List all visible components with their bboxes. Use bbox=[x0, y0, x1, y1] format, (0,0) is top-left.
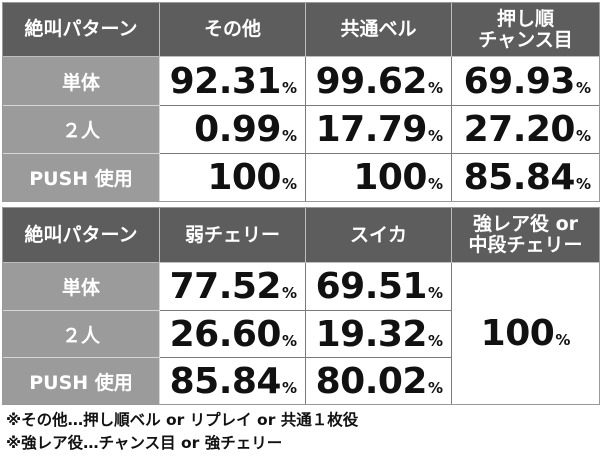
value-cell: 85.84% bbox=[452, 154, 599, 201]
value-cell: 19.32% bbox=[306, 311, 452, 358]
value-cell: 27.20% bbox=[452, 106, 599, 154]
table-row: ２人 26.60% 19.32% bbox=[3, 311, 599, 358]
header-push-order-chance: 押し順 チャンス目 bbox=[452, 3, 599, 57]
table-row: 単体 77.52% 69.51% 100% bbox=[3, 263, 599, 404]
header-pattern: 絶叫パターン bbox=[3, 208, 160, 263]
row-label-push: PUSH 使用 bbox=[3, 358, 160, 404]
row-label-two: ２人 bbox=[3, 311, 160, 358]
header-weak-cherry: 弱チェリー bbox=[160, 208, 306, 263]
value-cell: 17.79% bbox=[306, 106, 452, 154]
row-label-two: ２人 bbox=[3, 106, 160, 154]
table-row: 単体 92.31% 99.62% 69.93% bbox=[3, 57, 599, 106]
merged-value-cell: 100% bbox=[452, 263, 599, 404]
probability-table-1: 絶叫パターン その他 共通ベル 押し順 チャンス目 単体 92.31% 99.62… bbox=[2, 2, 600, 202]
value-cell: 92.31% bbox=[160, 57, 306, 106]
value-cell: 69.51% bbox=[306, 263, 452, 311]
header-common-bell: 共通ベル bbox=[306, 3, 452, 57]
value-cell: 100% bbox=[160, 154, 306, 201]
table-row: ２人 0.99% 17.79% 27.20% bbox=[3, 106, 599, 154]
table-header-row: 絶叫パターン 弱チェリー スイカ 強レア役 or 中段チェリー bbox=[3, 208, 599, 263]
value-cell: 26.60% bbox=[160, 311, 306, 358]
footnotes: ※その他…押し順ベル or リプレイ or 共通１枚役 ※強レア役…チャンス目 … bbox=[6, 409, 358, 455]
value-cell: 69.93% bbox=[452, 57, 599, 106]
row-label-push: PUSH 使用 bbox=[3, 154, 160, 201]
value-cell: 80.02% bbox=[306, 358, 452, 404]
row-label-single: 単体 bbox=[3, 57, 160, 106]
footnote-other: ※その他…押し順ベル or リプレイ or 共通１枚役 bbox=[6, 411, 359, 429]
value-cell: 85.84% bbox=[160, 358, 306, 404]
row-label-single: 単体 bbox=[3, 263, 160, 311]
probability-table-2: 絶叫パターン 弱チェリー スイカ 強レア役 or 中段チェリー 単体 77.52%… bbox=[2, 207, 600, 405]
value-cell: 100% bbox=[306, 154, 452, 201]
value-cell: 77.52% bbox=[160, 263, 306, 311]
table-row: PUSH 使用 100% 100% 85.84% bbox=[3, 154, 599, 201]
table-header-row: 絶叫パターン その他 共通ベル 押し順 チャンス目 bbox=[3, 3, 599, 57]
header-strong-rare: 強レア役 or 中段チェリー bbox=[452, 208, 599, 263]
header-watermelon: スイカ bbox=[306, 208, 452, 263]
footnote-strong-rare: ※強レア役…チャンス目 or 強チェリー bbox=[6, 434, 283, 452]
value-cell: 99.62% bbox=[306, 57, 452, 106]
header-pattern: 絶叫パターン bbox=[3, 3, 160, 57]
header-other: その他 bbox=[160, 3, 306, 57]
value-cell: 0.99% bbox=[160, 106, 306, 154]
table-row: PUSH 使用 85.84% 80.02% bbox=[3, 358, 599, 404]
